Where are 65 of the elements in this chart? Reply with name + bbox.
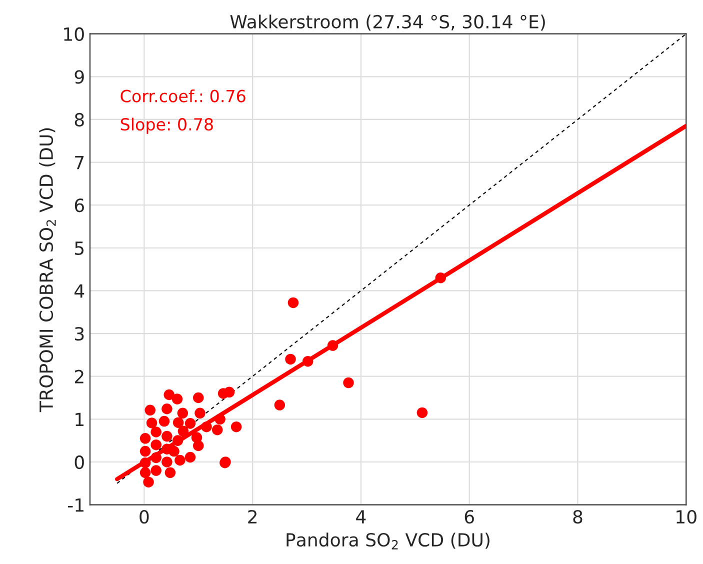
point xyxy=(174,454,186,466)
point xyxy=(140,433,151,444)
point xyxy=(143,476,154,488)
point xyxy=(184,452,196,463)
point xyxy=(158,416,170,427)
point xyxy=(212,424,223,436)
y-tick-label: 6 xyxy=(74,198,84,212)
x-tick-label: 0 xyxy=(140,510,149,524)
point xyxy=(172,394,183,404)
point xyxy=(191,432,202,443)
point xyxy=(327,340,338,351)
point xyxy=(150,465,162,476)
y-tick-label: 4 xyxy=(74,284,84,298)
x-tick-label: 6 xyxy=(464,510,474,524)
y-tick-label: 5 xyxy=(75,242,84,256)
point xyxy=(140,446,151,457)
point xyxy=(164,467,176,478)
point xyxy=(164,389,174,400)
point xyxy=(146,418,158,428)
y-tick-label: 1 xyxy=(76,412,84,426)
point xyxy=(162,404,172,414)
y-tick-label: 10 xyxy=(64,27,84,41)
point xyxy=(343,377,354,388)
annotation: Slope: 0.78 xyxy=(120,118,213,134)
y-tick-label: 2 xyxy=(74,370,84,384)
point xyxy=(435,272,446,284)
point xyxy=(230,421,242,432)
point xyxy=(140,467,151,478)
point xyxy=(285,354,296,365)
point xyxy=(214,414,226,425)
point xyxy=(302,356,314,367)
y-tick-label: 3 xyxy=(75,326,84,341)
y-tick-label: -1 xyxy=(68,498,84,512)
x-tick-label: 8 xyxy=(573,510,582,524)
point xyxy=(140,457,151,468)
point xyxy=(201,421,212,432)
point xyxy=(144,404,156,416)
y-tick-label: 0 xyxy=(74,455,84,470)
point xyxy=(224,386,235,398)
point xyxy=(150,426,162,438)
y-tick-label: 9 xyxy=(74,70,84,84)
annotation: Corr.coef.: 0.76 xyxy=(120,89,246,102)
point xyxy=(177,408,188,419)
y-tick-label: 7 xyxy=(75,156,84,170)
x-axis-title: Pandora SO$_{2}$ VCD (DU) xyxy=(286,532,490,550)
point xyxy=(172,417,184,428)
point xyxy=(192,392,204,404)
point xyxy=(194,408,206,419)
y-tick-label: 8 xyxy=(74,112,84,127)
x-tick-label: 10 xyxy=(676,510,696,524)
point xyxy=(172,435,184,446)
point xyxy=(184,418,196,429)
point xyxy=(162,430,172,442)
point xyxy=(168,446,180,457)
x-tick-label: 2 xyxy=(248,510,257,524)
point xyxy=(274,400,286,410)
point xyxy=(416,407,428,418)
x-tick-label: 4 xyxy=(356,510,366,524)
point xyxy=(150,452,162,464)
point xyxy=(162,456,172,468)
y-axis-title: TROPOMI COBRA SO$_{2}$ VCD (DU) xyxy=(39,128,56,412)
point xyxy=(178,426,189,437)
point xyxy=(150,439,162,450)
chart-title: Wakkerstroom (27.34 °S, 30.14 °E) xyxy=(230,14,545,31)
point xyxy=(288,297,299,308)
